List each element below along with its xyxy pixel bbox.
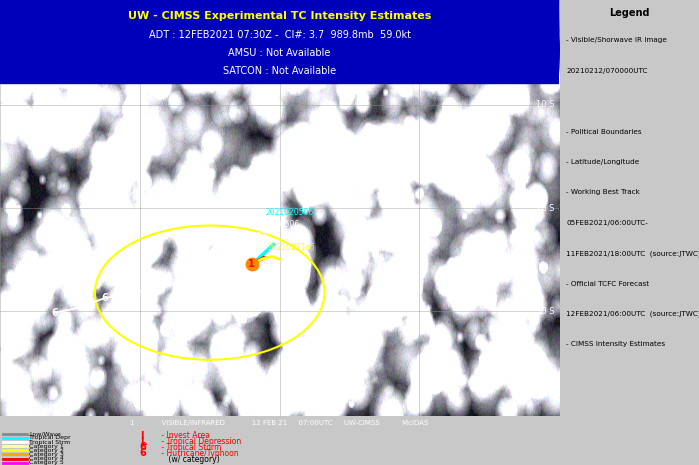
Text: Category 5: Category 5 xyxy=(29,460,64,465)
Text: 2021020506: 2021020506 xyxy=(266,207,314,217)
Text: UW - CIMSS Experimental TC Intensity Estimates: UW - CIMSS Experimental TC Intensity Est… xyxy=(128,11,431,21)
Text: 6: 6 xyxy=(52,308,58,318)
FancyBboxPatch shape xyxy=(0,0,559,83)
Text: 6: 6 xyxy=(101,293,108,303)
Text: 6: 6 xyxy=(159,282,165,292)
Text: 05FEB2021/06:00UTC-: 05FEB2021/06:00UTC- xyxy=(566,220,648,226)
Text: Low/Wave: Low/Wave xyxy=(29,432,61,436)
Text: Category 1: Category 1 xyxy=(29,444,64,449)
Text: I: I xyxy=(140,431,143,441)
Text: 10 S: 10 S xyxy=(536,100,554,109)
Text: 60E: 60E xyxy=(18,16,34,25)
Text: 12FEB2021/06:00UTC  (source:JTWC): 12FEB2021/06:00UTC (source:JTWC) xyxy=(566,311,699,318)
Text: - Tropical Storm: - Tropical Storm xyxy=(159,443,222,452)
Text: - Political Boundaries: - Political Boundaries xyxy=(566,129,642,134)
Text: Category 2: Category 2 xyxy=(29,448,64,453)
Text: Tropical Strm: Tropical Strm xyxy=(29,439,71,445)
Text: 6: 6 xyxy=(76,302,83,312)
Text: 20210212/070000UTC: 20210212/070000UTC xyxy=(566,68,648,74)
Text: - Official TCFC Forecast: - Official TCFC Forecast xyxy=(566,280,649,286)
Text: 20 S: 20 S xyxy=(536,204,554,213)
Text: Category 3: Category 3 xyxy=(29,452,64,457)
Text: - Tropical Depression: - Tropical Depression xyxy=(159,437,242,446)
Text: 6: 6 xyxy=(131,288,138,298)
Text: 6: 6 xyxy=(230,264,237,273)
Text: 6: 6 xyxy=(140,448,147,458)
Text: - Working Best Track: - Working Best Track xyxy=(566,189,640,195)
Text: 2021020: 2021020 xyxy=(238,232,271,241)
Text: 6: 6 xyxy=(248,259,255,270)
Text: Legend: Legend xyxy=(609,8,649,18)
Text: - Visible/Shorwave IR Image: - Visible/Shorwave IR Image xyxy=(566,38,667,43)
Text: ADT : 12FEB2021 07:30Z -  CI#: 3.7  989.8mb  59.0kt: ADT : 12FEB2021 07:30Z - CI#: 3.7 989.8m… xyxy=(149,30,410,40)
Text: L: L xyxy=(140,437,146,446)
Text: 1            VISIBLE/INFRARED            12 FEB 21     07:00UTC     UW-CIMSS    : 1 VISIBLE/INFRARED 12 FEB 21 07:00UTC UW… xyxy=(131,420,428,425)
Text: 20210211o6: 20210211o6 xyxy=(268,243,315,252)
Text: 6: 6 xyxy=(140,443,147,452)
Text: 6: 6 xyxy=(185,277,191,287)
Text: AMSU : Not Available: AMSU : Not Available xyxy=(229,48,331,58)
Text: 30 S: 30 S xyxy=(535,307,554,316)
Text: Category 4: Category 4 xyxy=(29,456,64,461)
Text: 1: 1 xyxy=(248,259,255,270)
Text: - Invest Area: - Invest Area xyxy=(159,431,210,440)
Text: (w/ category): (w/ category) xyxy=(159,455,220,464)
Text: 11FEB2021/18:00UTC  (source:JTWC): 11FEB2021/18:00UTC (source:JTWC) xyxy=(566,250,699,257)
Text: SATCON : Not Available: SATCON : Not Available xyxy=(223,66,336,76)
Text: Tropical Depr: Tropical Depr xyxy=(29,435,71,440)
Text: - Hurricane/Typhoon: - Hurricane/Typhoon xyxy=(159,449,239,458)
Text: 6: 6 xyxy=(208,270,215,280)
Text: - Latitude/Longitude: - Latitude/Longitude xyxy=(566,159,640,165)
Text: - CIMSS Intensity Estimates: - CIMSS Intensity Estimates xyxy=(566,341,665,347)
Text: 2021020506: 2021020506 xyxy=(252,219,300,229)
